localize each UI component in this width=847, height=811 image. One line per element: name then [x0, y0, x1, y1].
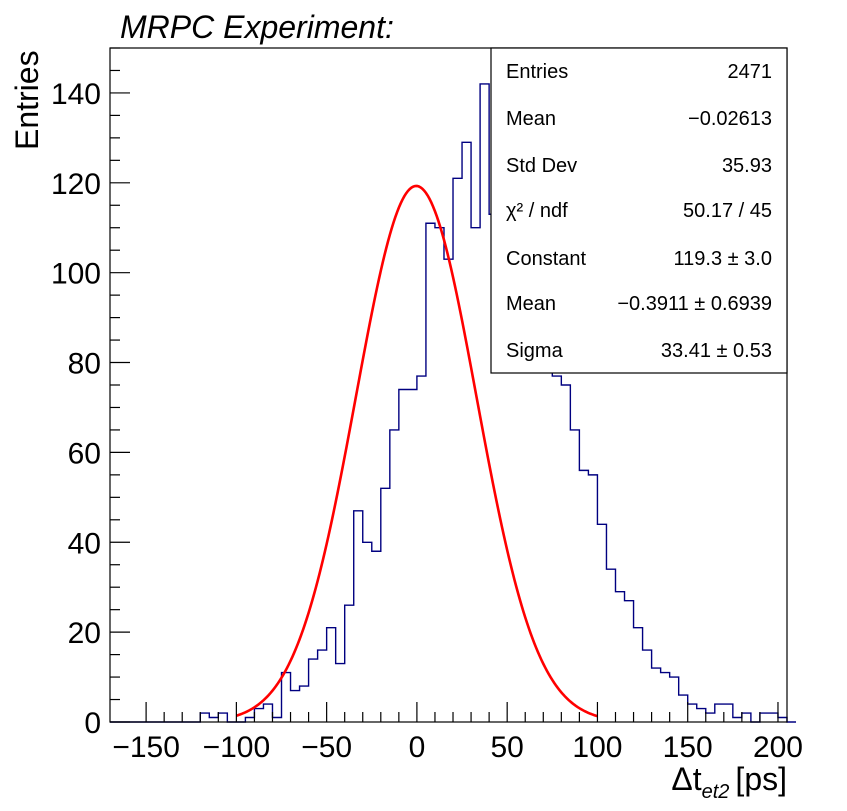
x-tick-label: 50 [490, 731, 523, 764]
x-tick-label: 0 [409, 731, 426, 764]
y-tick-labels: 0 20 40 60 80 100 120 140 [51, 78, 101, 740]
stats-value: −0.3911 ± 0.6939 [617, 293, 772, 315]
x-tick-label: −100 [203, 731, 271, 764]
stats-label: Std Dev [506, 155, 577, 177]
y-tick-label: 120 [51, 168, 101, 201]
stats-label: Mean [506, 293, 556, 315]
y-axis-title: Entries [9, 50, 45, 150]
stats-value: 119.3 ± 3.0 [674, 248, 772, 270]
gaussian-fit-curve [235, 184, 598, 718]
stats-value: −0.02613 [688, 108, 772, 130]
x-tick-label: −50 [301, 731, 352, 764]
x-tick-label: 200 [753, 731, 803, 764]
axis-ticks [110, 47, 779, 723]
y-tick-label: 0 [84, 707, 101, 740]
x-axis-title-sub: et2 [702, 781, 730, 803]
stats-label: Sigma [506, 340, 564, 362]
y-tick-label: 20 [68, 617, 101, 650]
chart-title: MRPC Experiment: [120, 9, 394, 45]
stats-value: 33.41 ± 0.53 [661, 340, 772, 362]
stats-value: 35.93 [722, 155, 772, 177]
y-tick-label: 100 [51, 258, 101, 291]
y-tick-label: 140 [51, 78, 101, 111]
y-tick-label: 60 [68, 437, 101, 470]
histogram-steps [110, 83, 797, 723]
x-axis-title: Δtet2 [ps] [671, 761, 787, 803]
stats-label: χ² / ndf [506, 200, 568, 222]
x-axis-title-unit: [ps] [735, 761, 787, 797]
y-tick-label: 40 [68, 527, 101, 560]
stats-label: Entries [506, 61, 568, 83]
x-tick-labels: −150 −100 −50 0 50 100 150 200 [112, 731, 803, 764]
stats-label: Mean [506, 108, 556, 130]
stats-label: Constant [506, 248, 586, 270]
stats-value: 2471 [728, 61, 773, 83]
x-tick-label: 150 [663, 731, 713, 764]
x-tick-label: −150 [112, 731, 180, 764]
y-tick-label: 80 [68, 348, 101, 381]
x-tick-label: 100 [572, 731, 622, 764]
stats-value: 50.17 / 45 [683, 200, 772, 222]
stats-box: Entries 2471 Mean −0.02613 Std Dev 35.93 χ² / … [490, 47, 788, 374]
x-axis-title-main: Δt [671, 761, 701, 797]
